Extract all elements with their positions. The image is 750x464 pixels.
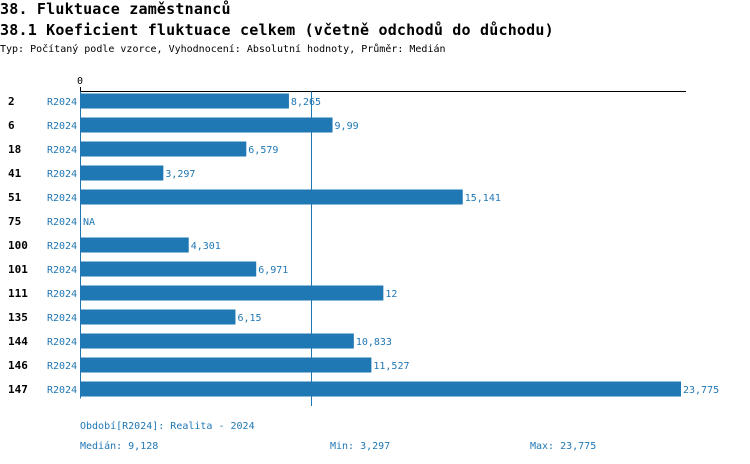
row-period: R2024 — [47, 145, 77, 156]
bar-value-label: 23,775 — [683, 385, 719, 396]
max-stat: Max: 23,775 — [530, 441, 597, 452]
row-id: 100 — [8, 239, 28, 252]
bar-value-label: 6,971 — [258, 265, 288, 276]
row-id: 18 — [8, 143, 21, 156]
row-id: 144 — [8, 335, 28, 348]
page-title: 38. Fluktuace zaměstnanců — [0, 0, 231, 18]
row-period: R2024 — [47, 241, 77, 252]
row-id: 2 — [8, 95, 15, 108]
bar-value-label: 3,297 — [165, 169, 195, 180]
bar-value-label: 6,15 — [237, 313, 261, 324]
row-id: 147 — [8, 383, 28, 396]
bar — [81, 285, 384, 301]
bar-value-label: NA — [83, 217, 95, 228]
bar — [81, 261, 257, 277]
bar — [81, 141, 247, 157]
bar-value-label: 10,833 — [356, 337, 392, 348]
row-period: R2024 — [47, 313, 77, 324]
bar-value-label: 15,141 — [465, 193, 501, 204]
bar-value-label: 8,265 — [291, 97, 321, 108]
bar — [81, 165, 164, 181]
row-period: R2024 — [47, 385, 77, 396]
median-stat: Medián: 9,128 — [80, 441, 159, 452]
bar — [81, 357, 372, 373]
row-period: R2024 — [47, 121, 77, 132]
bar — [81, 333, 354, 349]
min-stat: Min: 3,297 — [330, 441, 391, 452]
bar — [81, 381, 681, 397]
bar-value-label: 12 — [385, 289, 397, 300]
row-id: 111 — [8, 287, 28, 300]
bar-value-label: 9,99 — [335, 121, 359, 132]
row-period: R2024 — [47, 193, 77, 204]
bar — [81, 117, 333, 133]
row-id: 6 — [8, 119, 15, 132]
row-period: R2024 — [47, 265, 77, 276]
chart-meta: Typ: Počítaný podle vzorce, Vyhodnocení:… — [0, 44, 446, 55]
bar-value-label: 4,301 — [191, 241, 221, 252]
period-note: Období[R2024]: Realita - 2024 — [80, 421, 255, 432]
row-id: 51 — [8, 191, 22, 204]
row-period: R2024 — [47, 289, 77, 300]
row-id: 135 — [8, 311, 28, 324]
bar-value-label: 6,579 — [248, 145, 278, 156]
row-id: 41 — [8, 167, 22, 180]
row-period: R2024 — [47, 337, 77, 348]
row-period: R2024 — [47, 169, 77, 180]
bar-value-label: 11,527 — [373, 361, 409, 372]
row-period: R2024 — [47, 97, 77, 108]
row-id: 146 — [8, 359, 28, 372]
x-tick-label: 0 — [77, 76, 83, 87]
row-id: 101 — [8, 263, 28, 276]
bar — [81, 309, 236, 325]
chart-title: 38.1 Koeficient fluktuace celkem (včetně… — [0, 21, 554, 39]
row-id: 75 — [8, 215, 21, 228]
bar — [81, 93, 289, 109]
bar — [81, 237, 189, 253]
bar — [81, 189, 463, 205]
row-period: R2024 — [47, 361, 77, 372]
row-period: R2024 — [47, 217, 77, 228]
